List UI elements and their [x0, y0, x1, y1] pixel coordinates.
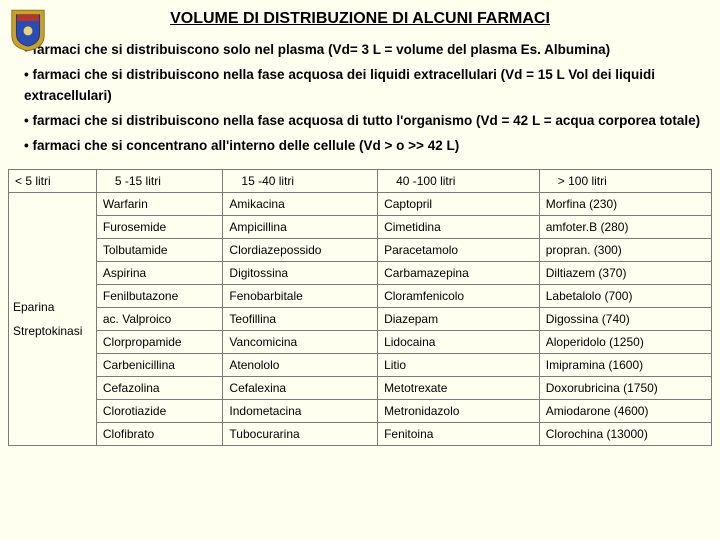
cell: propran. (300) [539, 238, 711, 261]
table-row: Cefazolina Cefalexina Metotrexate Doxoru… [9, 376, 712, 399]
table-row: Clorpropamide Vancomicina Lidocaina Alop… [9, 330, 712, 353]
cell: Metotrexate [378, 376, 540, 399]
left-item: Eparina [13, 298, 92, 316]
cell: Clordiazepossido [223, 238, 378, 261]
cell: Fenitoina [378, 422, 540, 445]
bullet-item: • farmaci che si distribuiscono solo nel… [24, 40, 706, 61]
table-row: Fenilbutazone Fenobarbitale Cloramfenico… [9, 284, 712, 307]
table-row: ac. Valproico Teofillina Diazepam Digoss… [9, 307, 712, 330]
cell: Furosemide [96, 215, 223, 238]
cell: Metronidazolo [378, 399, 540, 422]
table-row: Clorotiazide Indometacina Metronidazolo … [9, 399, 712, 422]
cell: Fenobarbitale [223, 284, 378, 307]
cell: Teofillina [223, 307, 378, 330]
cell: Cefalexina [223, 376, 378, 399]
cell: Digitossina [223, 261, 378, 284]
cell: Tubocurarina [223, 422, 378, 445]
table-row: Eparina Streptokinasi Warfarin Amikacina… [9, 192, 712, 215]
table-row: Furosemide Ampicillina Cimetidina amfote… [9, 215, 712, 238]
cell: ac. Valproico [96, 307, 223, 330]
col-header: < 5 litri [9, 169, 97, 192]
cell: Tolbutamide [96, 238, 223, 261]
bullet-item: • farmaci che si distribuiscono nella fa… [24, 65, 706, 107]
cell: Diazepam [378, 307, 540, 330]
left-column-cell: Eparina Streptokinasi [9, 192, 97, 445]
cell: Indometacina [223, 399, 378, 422]
distribution-table: < 5 litri 5 -15 litri 15 -40 litri 40 -1… [0, 169, 720, 446]
cell: Morfina (230) [539, 192, 711, 215]
cell: Aloperidolo (1250) [539, 330, 711, 353]
bullet-item: • farmaci che si concentrano all'interno… [24, 136, 706, 157]
table-row: Aspirina Digitossina Carbamazepina Dilti… [9, 261, 712, 284]
cell: Amikacina [223, 192, 378, 215]
cell: Atenololo [223, 353, 378, 376]
cell: Vancomicina [223, 330, 378, 353]
table-row: Tolbutamide Clordiazepossido Paracetamol… [9, 238, 712, 261]
col-header: > 100 litri [539, 169, 711, 192]
cell: Litio [378, 353, 540, 376]
cell: Cimetidina [378, 215, 540, 238]
cell: Clorpropamide [96, 330, 223, 353]
cell: Fenilbutazone [96, 284, 223, 307]
left-item: Streptokinasi [13, 322, 92, 340]
cell: Clorochina (13000) [539, 422, 711, 445]
col-header: 15 -40 litri [223, 169, 378, 192]
col-header: 40 -100 litri [378, 169, 540, 192]
cell: Imipramina (1600) [539, 353, 711, 376]
cell: Paracetamolo [378, 238, 540, 261]
col-header: 5 -15 litri [96, 169, 223, 192]
page-title: VOLUME DI DISTRIBUZIONE DI ALCUNI FARMAC… [0, 0, 720, 40]
cell: Carbamazepina [378, 261, 540, 284]
table-row: Clofibrato Tubocurarina Fenitoina Cloroc… [9, 422, 712, 445]
table-header-row: < 5 litri 5 -15 litri 15 -40 litri 40 -1… [9, 169, 712, 192]
cell: Captopril [378, 192, 540, 215]
cell: Carbenicillina [96, 353, 223, 376]
cell: Ampicillina [223, 215, 378, 238]
cell: Cefazolina [96, 376, 223, 399]
cell: Lidocaina [378, 330, 540, 353]
cell: Aspirina [96, 261, 223, 284]
cell: Warfarin [96, 192, 223, 215]
cell: Clorotiazide [96, 399, 223, 422]
cell: Digossina (740) [539, 307, 711, 330]
cell: Amiodarone (4600) [539, 399, 711, 422]
cell: Doxorubricina (1750) [539, 376, 711, 399]
cell: Diltiazem (370) [539, 261, 711, 284]
crest-icon [10, 8, 46, 52]
table-row: Carbenicillina Atenololo Litio Imipramin… [9, 353, 712, 376]
bullet-list: • farmaci che si distribuiscono solo nel… [0, 40, 720, 169]
cell: Cloramfenicolo [378, 284, 540, 307]
bullet-item: • farmaci che si distribuiscono nella fa… [24, 111, 706, 132]
cell: Clofibrato [96, 422, 223, 445]
cell: amfoter.B (280) [539, 215, 711, 238]
cell: Labetalolo (700) [539, 284, 711, 307]
